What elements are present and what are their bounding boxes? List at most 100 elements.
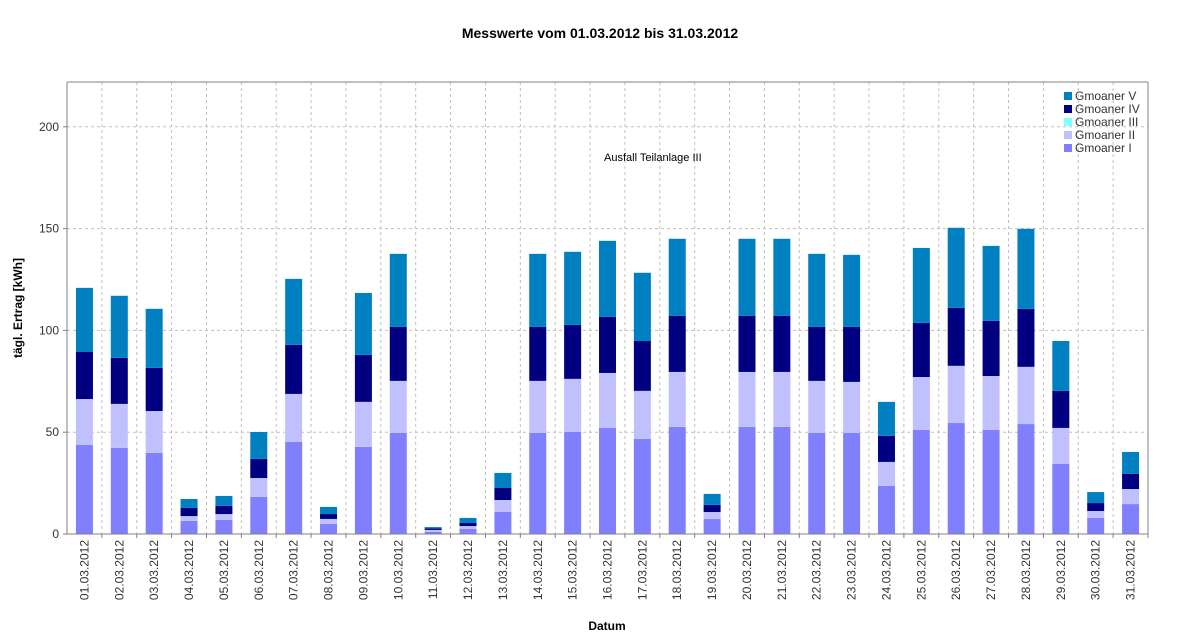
x-tick-label: 06.03.2012 [252, 540, 266, 600]
bar-segment [250, 431, 268, 459]
bar-segment [773, 315, 791, 372]
bar-segment [877, 401, 895, 436]
bar-segment [1122, 504, 1140, 534]
y-tick-label: 0 [52, 527, 59, 541]
bar-segment [982, 320, 1000, 377]
bar-segment [459, 528, 477, 534]
x-tick-label: 28.03.2012 [1019, 540, 1033, 600]
bar-segment [773, 426, 791, 534]
bar-segment [843, 326, 861, 382]
bar-segment [633, 272, 651, 341]
bar-segment [145, 411, 163, 453]
bar-segment [180, 507, 198, 517]
bar-segment [494, 487, 512, 500]
bar-segment [738, 238, 756, 316]
bar-segment [668, 426, 686, 534]
legend-label: Gmoaner IV [1075, 102, 1140, 116]
bar-segment [877, 485, 895, 534]
x-tick-label: 19.03.2012 [705, 540, 719, 600]
bar-segment [947, 227, 965, 308]
bar-segment [773, 371, 791, 427]
bar-segment [215, 519, 233, 534]
bar-segment [912, 429, 930, 534]
bar-segment [354, 401, 372, 447]
legend-label: Gmoaner III [1075, 115, 1138, 129]
bar-segment [1087, 492, 1105, 504]
bar-segment [75, 287, 93, 352]
x-tick-label: 23.03.2012 [845, 540, 859, 600]
bar-segment [703, 493, 721, 505]
y-tick-label: 200 [39, 120, 59, 134]
bar-segment [633, 390, 651, 439]
x-tick-label: 03.03.2012 [147, 540, 161, 600]
x-tick-label: 08.03.2012 [322, 540, 336, 600]
bar-segment [494, 512, 512, 534]
bar-segment [320, 506, 338, 515]
x-tick-label: 29.03.2012 [1054, 540, 1068, 600]
bar-segment [320, 518, 338, 525]
bar-segment [668, 238, 686, 316]
bar-segment [1052, 463, 1070, 534]
bar-segment [110, 357, 128, 404]
bar-segment [947, 307, 965, 366]
bar-segment [1087, 510, 1105, 518]
bar-segment [773, 238, 791, 316]
bar-segment [808, 380, 826, 434]
bar-segment [982, 376, 1000, 430]
bar-segment [738, 315, 756, 372]
bar-segment [668, 315, 686, 372]
bar-segment [599, 316, 616, 373]
y-tick-label: 150 [39, 222, 59, 236]
bar-segment [459, 523, 477, 527]
bar-segment [1087, 517, 1105, 534]
x-tick-label: 11.03.2012 [426, 540, 440, 599]
bar-segment [599, 427, 616, 534]
bar-segment [389, 433, 407, 534]
legend-swatch [1064, 92, 1072, 100]
x-tick-label: 18.03.2012 [670, 540, 684, 600]
bar-segment [145, 308, 163, 368]
bar-segment [424, 529, 442, 532]
bar-segment [354, 354, 372, 402]
chart-title: Messwerte vom 01.03.2012 bis 31.03.2012 [462, 25, 739, 41]
x-axis-label: Datum [588, 619, 625, 633]
y-tick-label: 50 [46, 425, 60, 439]
x-tick-label: 26.03.2012 [949, 540, 963, 600]
bar-segment [320, 514, 338, 519]
bar-segment [877, 461, 895, 486]
legend-label: Gmoaner I [1075, 141, 1132, 155]
legend-swatch [1064, 144, 1072, 152]
bar-segment [529, 326, 547, 381]
bar-segment [877, 435, 895, 462]
bar-segment [982, 245, 1000, 321]
bar-segment [1017, 424, 1035, 534]
bar-segment [668, 371, 686, 427]
legend-swatch [1064, 105, 1072, 113]
x-tick-label: 21.03.2012 [775, 540, 789, 600]
x-tick-label: 15.03.2012 [566, 540, 580, 600]
bar-segment [912, 377, 930, 430]
x-tick-label: 07.03.2012 [287, 540, 301, 600]
bar-segment [459, 517, 477, 524]
x-tick-label: 31.03.2012 [1124, 540, 1138, 600]
bar-segment [215, 514, 233, 520]
x-tick-label: 25.03.2012 [914, 540, 928, 600]
bar-segment [1017, 308, 1035, 367]
x-tick-label: 01.03.2012 [77, 540, 91, 600]
bars [75, 227, 1140, 534]
x-tick-label: 17.03.2012 [635, 540, 649, 600]
y-tick-label: 100 [39, 323, 59, 337]
x-tick-label: 20.03.2012 [740, 540, 754, 600]
legend-label: Gmoaner V [1075, 89, 1136, 103]
bar-segment [808, 253, 826, 327]
bar-segment [1122, 451, 1140, 474]
x-tick-label: 27.03.2012 [984, 540, 998, 600]
x-tick-label: 10.03.2012 [391, 540, 405, 600]
bar-segment [843, 433, 861, 534]
bar-segment [424, 528, 442, 530]
bar-segment [633, 340, 651, 391]
bar-segment [215, 505, 233, 515]
bar-segment [320, 524, 338, 534]
x-tick-label: 02.03.2012 [112, 540, 126, 600]
annotation: Ausfall Teilanlage III [604, 152, 702, 164]
